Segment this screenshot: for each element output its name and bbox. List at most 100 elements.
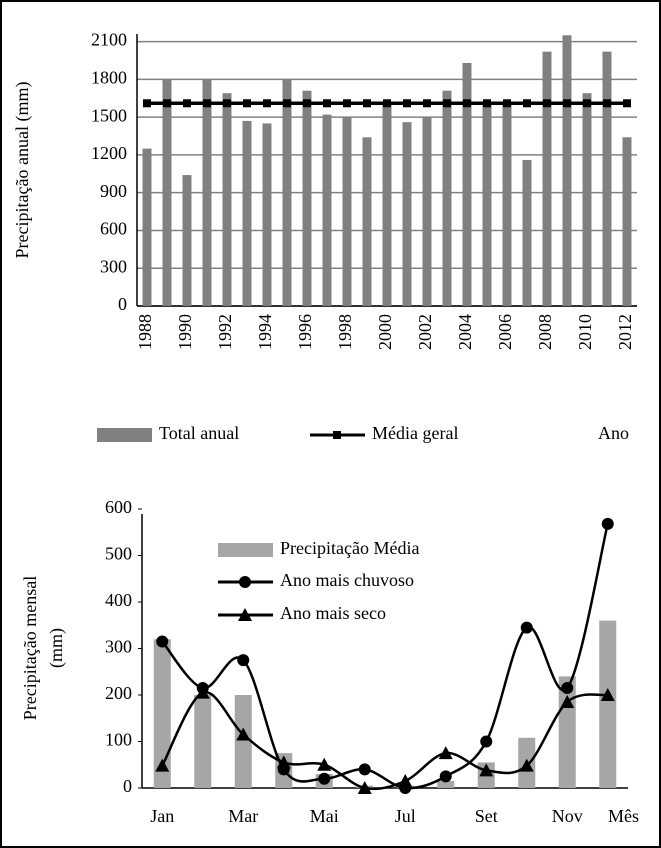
x-tick-label: 1992	[215, 314, 235, 350]
bar	[482, 102, 492, 306]
marker	[600, 688, 615, 701]
bar	[222, 93, 232, 306]
marker	[561, 682, 574, 695]
x-tick-label: 1988	[135, 314, 155, 350]
marker	[239, 576, 251, 588]
x-tick-label: 2000	[375, 314, 395, 350]
marker	[403, 99, 411, 108]
bar	[194, 695, 212, 788]
bar	[282, 79, 292, 306]
marker	[357, 781, 372, 794]
x-tick-label: Nov	[552, 806, 583, 826]
x-tick-label: 2010	[575, 314, 595, 350]
marker	[503, 99, 511, 108]
bar	[442, 90, 452, 306]
marker	[583, 99, 591, 108]
bar	[562, 35, 572, 306]
y-tick-label: 900	[100, 181, 127, 201]
marker	[363, 99, 371, 108]
legend-swatch	[97, 428, 152, 442]
line	[161, 691, 608, 791]
marker	[543, 99, 551, 108]
marker	[303, 99, 311, 108]
x-tick-label: 2004	[455, 314, 475, 350]
bar	[362, 137, 372, 306]
marker	[318, 772, 331, 785]
bar	[422, 117, 432, 307]
y-axis-label: Precipitação anual (mm)	[12, 82, 33, 259]
bar	[234, 695, 252, 788]
bar	[582, 93, 592, 306]
marker	[183, 99, 191, 108]
bar	[142, 148, 152, 306]
marker	[323, 99, 331, 108]
marker	[343, 99, 351, 108]
marker	[423, 99, 431, 108]
marker	[520, 621, 533, 634]
marker	[156, 635, 169, 648]
bar	[622, 137, 632, 306]
x-tick-label: Set	[475, 806, 498, 826]
x-axis-label: Ano	[598, 423, 629, 443]
marker	[283, 99, 291, 108]
y-tick-label: 2100	[91, 30, 127, 50]
y-tick-label: 300	[105, 637, 132, 657]
marker	[155, 758, 170, 772]
marker	[623, 99, 631, 108]
legend-label: Precipitação Média	[280, 538, 419, 558]
legend-label: Total anual	[159, 423, 239, 443]
marker	[163, 99, 171, 108]
bar	[402, 122, 412, 306]
x-tick-label: 2008	[535, 314, 555, 350]
marker	[603, 99, 611, 108]
y-tick-label: 300	[100, 256, 127, 276]
y-tick-label: 1800	[91, 67, 127, 87]
bar	[262, 123, 272, 306]
marker	[483, 99, 491, 108]
marker	[439, 770, 452, 783]
bar	[599, 620, 617, 788]
y-tick-label: 400	[105, 590, 132, 610]
marker	[195, 685, 210, 699]
bar	[153, 639, 171, 788]
bar	[502, 103, 512, 306]
y-tick-label: 200	[105, 683, 132, 703]
x-tick-label: 2012	[615, 314, 635, 350]
marker	[383, 99, 391, 108]
marker	[443, 99, 451, 108]
marker	[236, 727, 251, 741]
y-axis-label: (mm)	[46, 628, 67, 668]
marker	[238, 608, 252, 621]
y-tick-label: 100	[105, 730, 132, 750]
marker	[237, 654, 250, 667]
marker	[519, 758, 534, 772]
y-axis-label: Precipitação mensal	[20, 576, 40, 720]
y-tick-label: 600	[105, 497, 132, 517]
x-tick-label: 1998	[335, 314, 355, 350]
x-tick-label: Mar	[228, 806, 258, 826]
legend-label: Média geral	[372, 423, 458, 443]
bar	[542, 51, 552, 306]
x-tick-label: 1996	[295, 314, 315, 350]
marker	[263, 99, 271, 108]
marker	[438, 746, 453, 760]
bar	[182, 175, 192, 306]
marker	[143, 99, 151, 108]
y-tick-label: 500	[105, 544, 132, 564]
bar	[382, 102, 392, 306]
bar	[302, 90, 312, 306]
marker	[560, 694, 575, 708]
bar	[462, 62, 472, 306]
marker	[563, 99, 571, 108]
legend-label: Ano mais chuvoso	[280, 570, 414, 590]
y-tick-label: 0	[118, 294, 127, 314]
y-tick-label: 0	[123, 776, 132, 796]
marker	[479, 763, 494, 777]
marker	[601, 517, 614, 530]
x-tick-label: 1990	[175, 314, 195, 350]
marker	[398, 774, 413, 788]
y-tick-label: 600	[100, 219, 127, 239]
bar	[522, 159, 532, 306]
marker	[243, 99, 251, 108]
x-tick-label: Jan	[150, 806, 174, 826]
